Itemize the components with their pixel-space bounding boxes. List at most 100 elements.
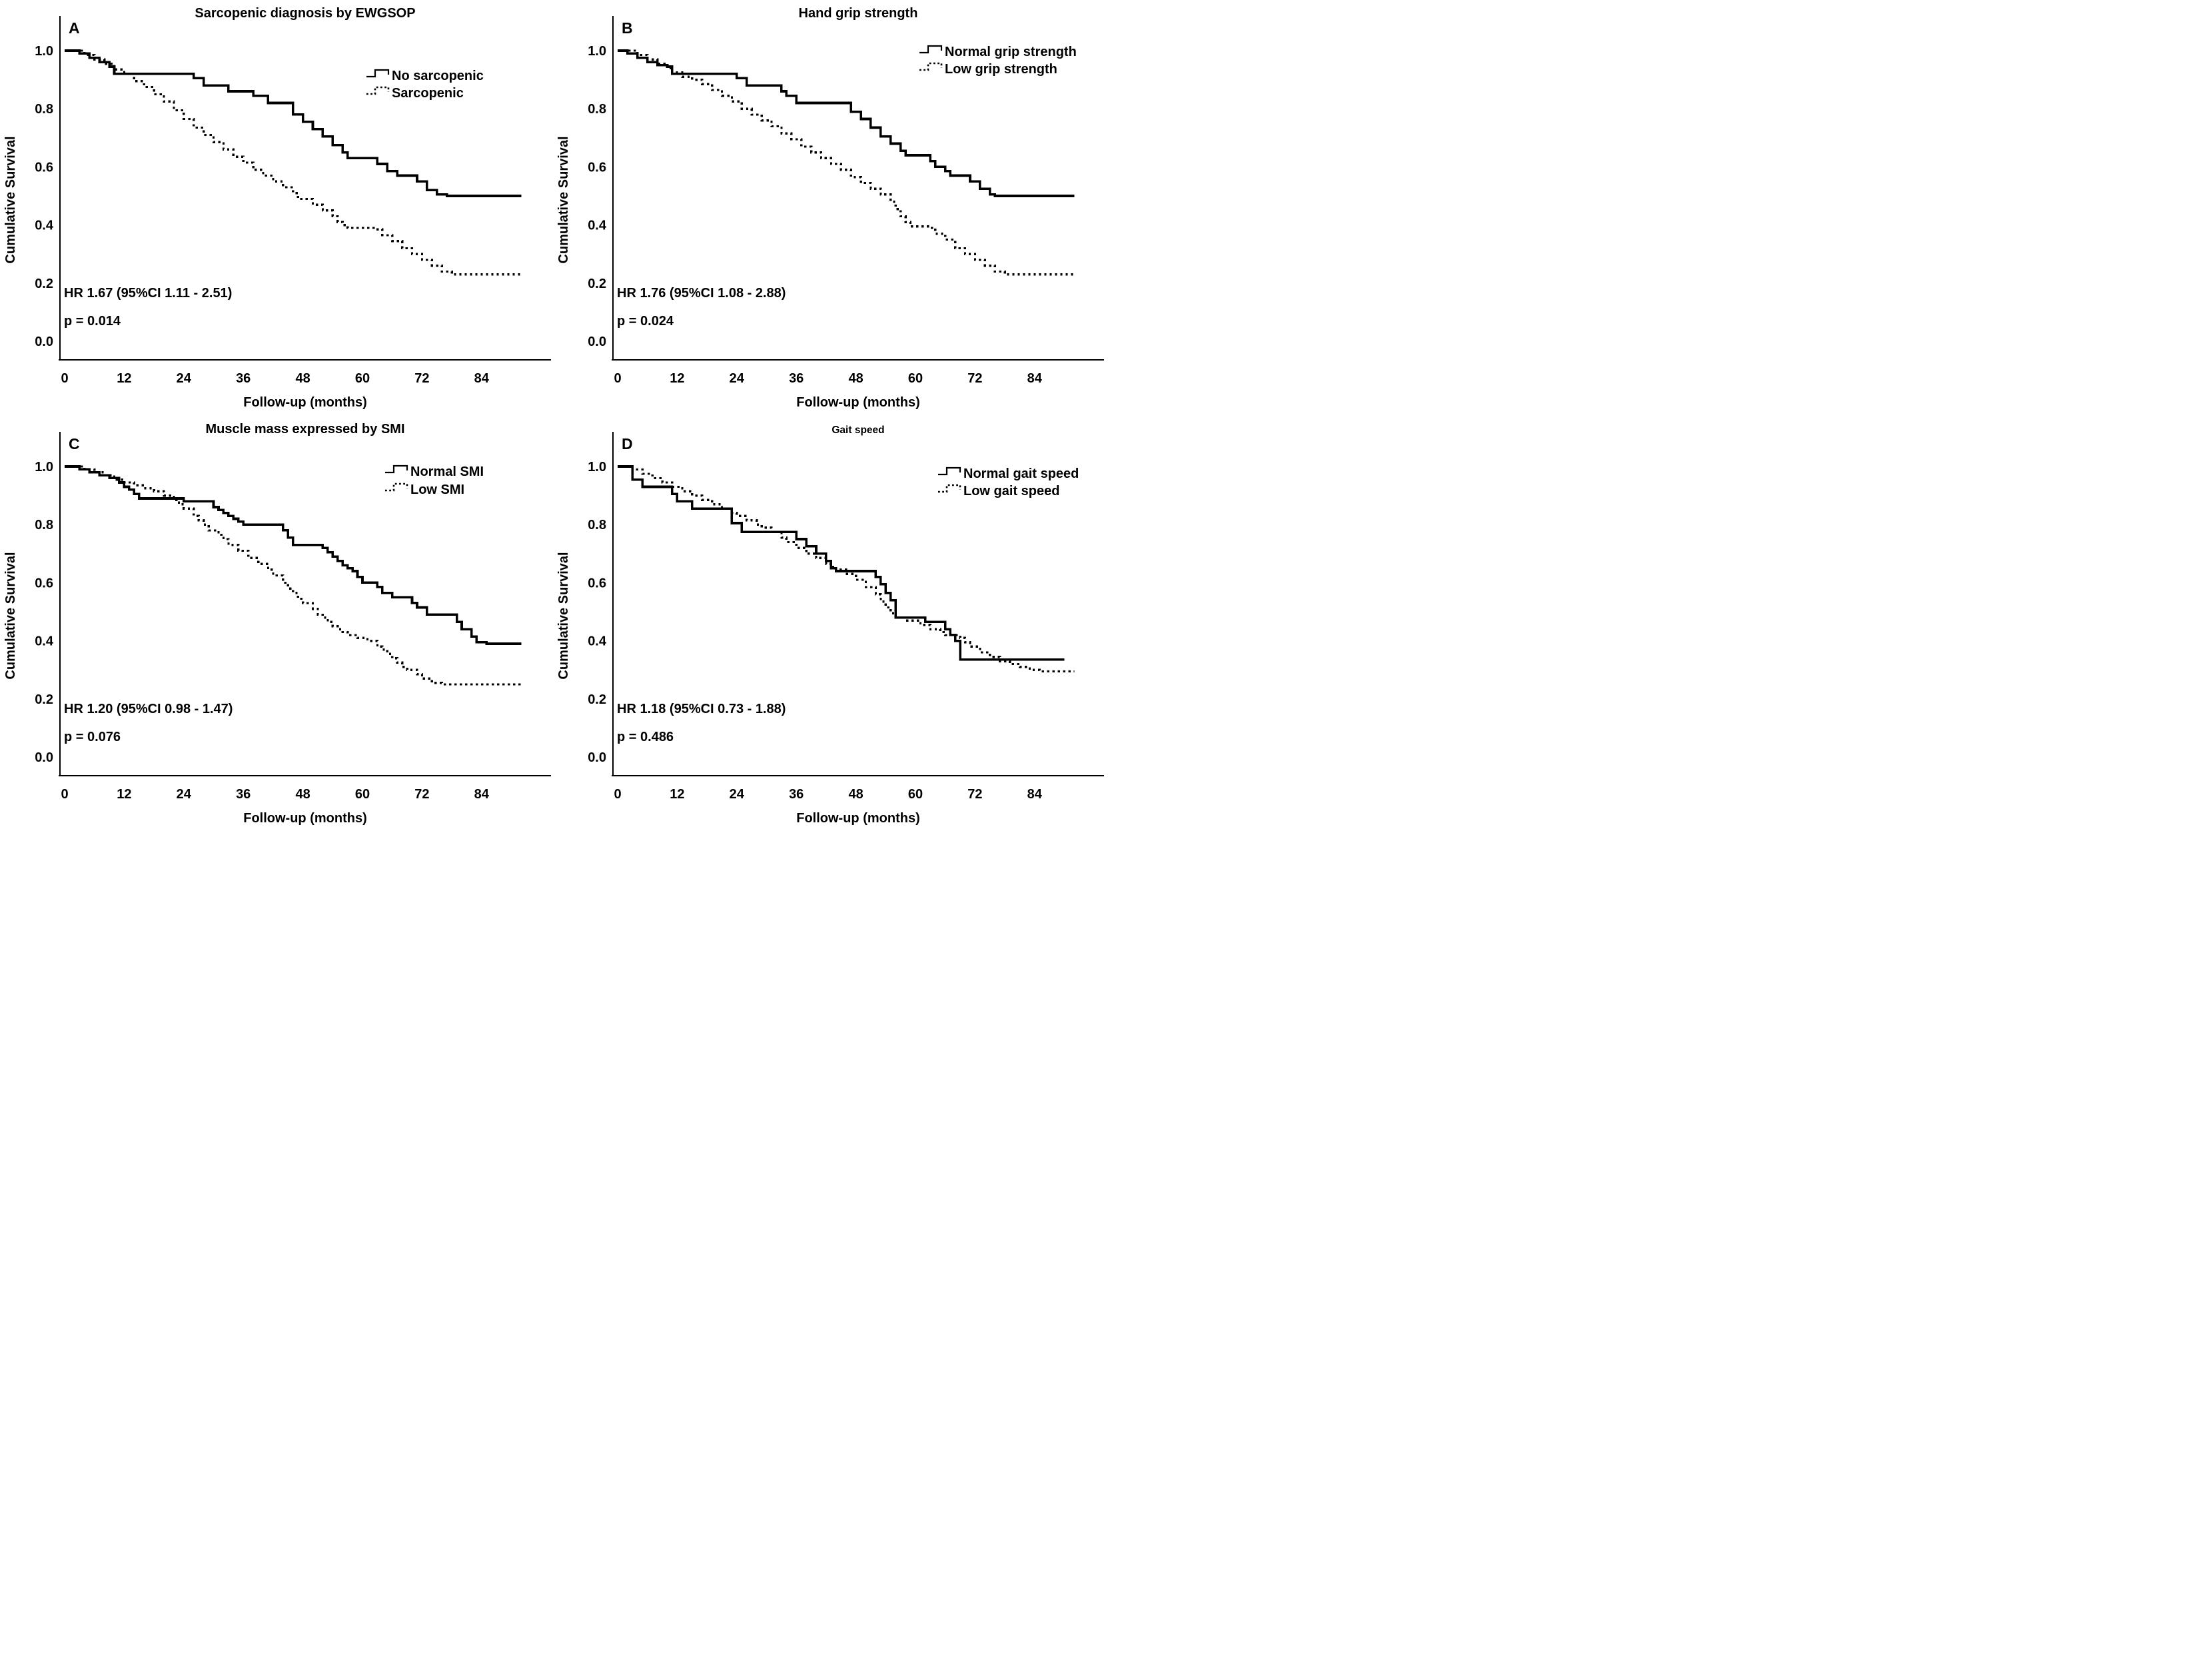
y-tick-label: 0.8 <box>588 518 606 532</box>
x-tick-label: 0 <box>61 787 68 802</box>
x-tick-label: 60 <box>908 371 923 386</box>
x-tick-label: 84 <box>474 371 490 386</box>
hr-annotation: HR 1.18 (95%CI 0.73 - 1.88) <box>617 702 786 716</box>
x-axis-label: Follow-up (months) <box>796 811 920 826</box>
y-tick-label: 0.8 <box>35 518 53 532</box>
p-value-annotation: p = 0.076 <box>64 730 121 744</box>
x-axis-label: Follow-up (months) <box>243 395 367 410</box>
y-tick-label: 0.4 <box>35 634 54 649</box>
legend-line-sample-dotted <box>366 86 390 95</box>
solid-series-line <box>618 465 1065 661</box>
y-tick-label: 0.4 <box>588 634 607 649</box>
figure-grid: Sarcopenic diagnosis by EWGSOP A 1.0 0.8 0… <box>0 0 1106 832</box>
y-tick-label: 1.0 <box>588 460 606 474</box>
y-tick-label: 1.0 <box>588 44 606 59</box>
legend-label: Low gait speed <box>963 484 1059 498</box>
legend-label: Normal grip strength <box>945 45 1077 59</box>
panel-letter: A <box>69 19 80 37</box>
y-tick-label: 0.8 <box>35 102 53 117</box>
x-tick-label: 36 <box>236 371 251 386</box>
legend: Normal gait speed Low gait speed <box>938 466 1079 498</box>
x-axis-label: Follow-up (months) <box>796 395 920 410</box>
y-tick-label: 0.2 <box>35 692 53 707</box>
x-tick-label: 72 <box>414 371 429 386</box>
x-tick-labels: 0 12 24 36 48 60 72 84 <box>61 787 489 802</box>
x-tick-label: 12 <box>670 787 684 802</box>
x-tick-label: 0 <box>61 371 68 386</box>
x-tick-label: 24 <box>177 787 192 802</box>
x-tick-label: 72 <box>967 371 982 386</box>
y-tick-label: 0.6 <box>588 576 606 590</box>
x-tick-label: 48 <box>848 371 863 386</box>
solid-series-line <box>65 49 522 197</box>
dotted-series-line <box>65 465 522 686</box>
legend-line-sample-solid <box>919 45 943 54</box>
x-tick-label: 36 <box>236 787 251 802</box>
x-tick-label: 36 <box>789 371 804 386</box>
x-tick-label: 60 <box>908 787 923 802</box>
x-tick-label: 48 <box>295 787 310 802</box>
panel-title: Hand grip strength <box>799 6 918 21</box>
x-tick-labels: 0 12 24 36 48 60 72 84 <box>61 371 489 386</box>
panel-title: Gait speed <box>831 424 884 436</box>
x-tick-label: 36 <box>789 787 804 802</box>
legend-line-sample-solid <box>938 466 961 476</box>
panel-D: Gait speed D 1.0 0.8 0.6 0.4 0.2 0.0 0 12 24 36 4… <box>553 416 1106 832</box>
legend: Normal grip strength Low grip strength <box>919 45 1077 77</box>
km-plot-sarcopenic-diagnosis: Sarcopenic diagnosis by EWGSOP A 1.0 0.8 0… <box>3 6 551 410</box>
panel-title: Sarcopenic diagnosis by EWGSOP <box>195 6 415 21</box>
legend-label: Low grip strength <box>945 62 1057 77</box>
x-tick-labels: 0 12 24 36 48 60 72 84 <box>614 371 1042 386</box>
y-tick-label: 1.0 <box>35 460 53 474</box>
solid-series-line <box>65 465 522 645</box>
x-tick-label: 24 <box>730 787 745 802</box>
legend-line-sample-solid <box>385 464 408 474</box>
x-tick-labels: 0 12 24 36 48 60 72 84 <box>614 787 1042 802</box>
hr-annotation: HR 1.76 (95%CI 1.08 - 2.88) <box>617 286 786 301</box>
x-tick-label: 84 <box>1027 371 1043 386</box>
y-tick-label: 0.2 <box>588 277 606 291</box>
x-tick-label: 12 <box>117 787 131 802</box>
hr-annotation: HR 1.20 (95%CI 0.98 - 1.47) <box>64 702 233 716</box>
legend-label: Sarcopenic <box>392 86 464 101</box>
p-value-annotation: p = 0.486 <box>617 730 674 744</box>
solid-series-line <box>618 49 1075 197</box>
dotted-series-line <box>65 49 522 276</box>
y-axis-label: Cumulative Survival <box>3 136 18 263</box>
x-tick-label: 60 <box>355 787 370 802</box>
panel-title: Muscle mass expressed by SMI <box>205 422 404 436</box>
x-tick-label: 12 <box>117 371 131 386</box>
x-axis-label: Follow-up (months) <box>243 811 367 826</box>
x-tick-label: 84 <box>1027 787 1043 802</box>
y-tick-labels: 1.0 0.8 0.6 0.4 0.2 0.0 <box>588 44 607 349</box>
hr-annotation: HR 1.67 (95%CI 1.11 - 2.51) <box>64 286 232 301</box>
panel-C: Muscle mass expressed by SMI C 1.0 0.8 0.6… <box>0 416 553 832</box>
panel-A: Sarcopenic diagnosis by EWGSOP A 1.0 0.8 0… <box>0 0 553 416</box>
y-tick-label: 0.6 <box>35 160 53 175</box>
y-tick-label: 0.6 <box>588 160 606 175</box>
legend-label: Normal SMI <box>410 464 484 479</box>
y-axis-label: Cumulative Survival <box>3 552 18 679</box>
legend-label: No sarcopenic <box>392 69 484 83</box>
y-tick-label: 0.6 <box>35 576 53 590</box>
y-tick-label: 0.4 <box>35 219 54 233</box>
y-axis-label: Cumulative Survival <box>556 136 571 263</box>
x-tick-label: 72 <box>414 787 429 802</box>
y-tick-label: 0.8 <box>588 102 606 117</box>
y-tick-label: 1.0 <box>35 44 53 59</box>
p-value-annotation: p = 0.024 <box>617 314 674 329</box>
y-tick-labels: 1.0 0.8 0.6 0.4 0.2 0.0 <box>35 44 54 349</box>
legend-label: Normal gait speed <box>963 466 1079 481</box>
km-plot-gait-speed: Gait speed D 1.0 0.8 0.6 0.4 0.2 0.0 0 12 24 36 4… <box>556 424 1104 826</box>
legend-line-sample-dotted <box>385 482 408 492</box>
y-tick-label: 0.0 <box>588 335 606 349</box>
panel-letter: D <box>622 435 633 452</box>
y-tick-labels: 1.0 0.8 0.6 0.4 0.2 0.0 <box>588 460 607 765</box>
x-tick-label: 0 <box>614 371 621 386</box>
x-tick-label: 0 <box>614 787 621 802</box>
legend-line-sample-dotted <box>938 484 961 493</box>
x-tick-label: 12 <box>670 371 684 386</box>
y-tick-label: 0.0 <box>35 750 53 765</box>
legend-label: Low SMI <box>410 482 464 497</box>
p-value-annotation: p = 0.014 <box>64 314 121 329</box>
